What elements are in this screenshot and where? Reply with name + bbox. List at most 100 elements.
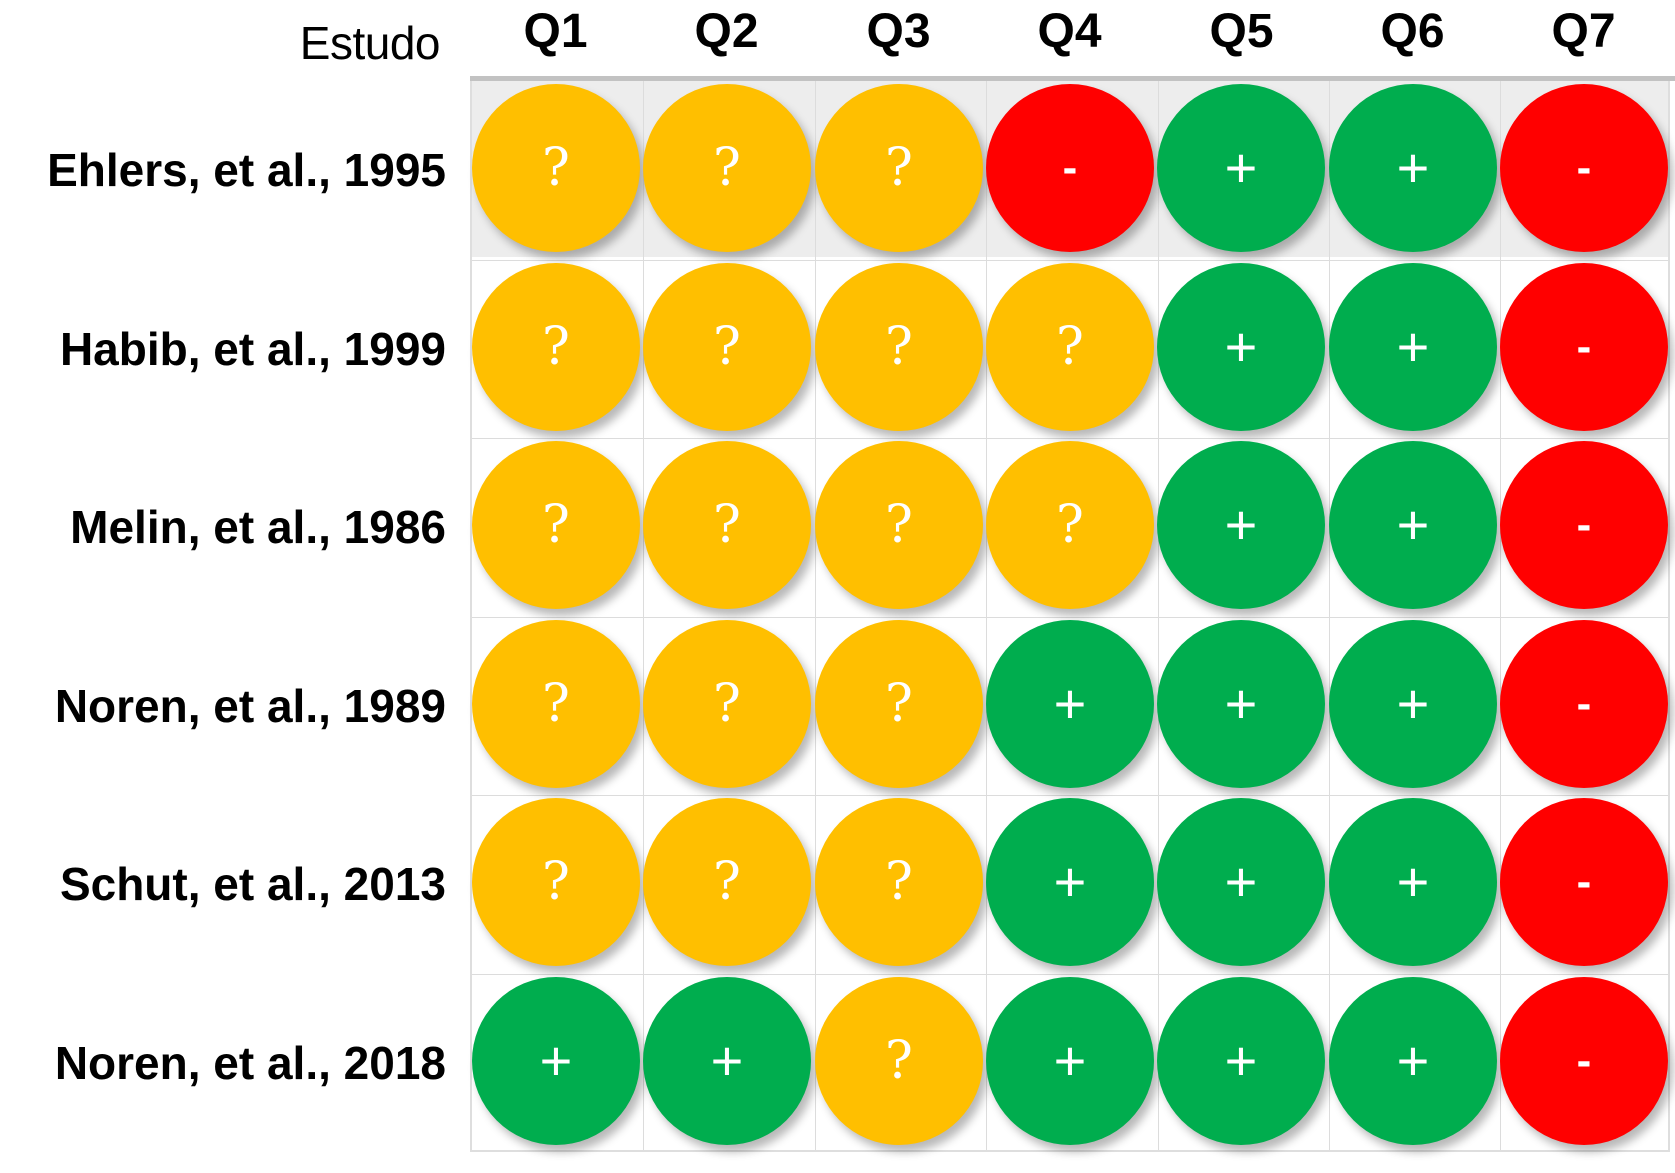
rating-symbol: ? — [542, 138, 570, 198]
rating-symbol: + — [1396, 1029, 1430, 1092]
rating-symbol: + — [539, 1029, 573, 1092]
column-header-q5: Q5 — [1209, 5, 1274, 58]
rating-symbol: ? — [713, 495, 741, 555]
column-header-q3: Q3 — [866, 5, 931, 58]
rating-symbol: ? — [713, 138, 741, 198]
rating-dot-unclear: ? — [815, 263, 983, 431]
rating-symbol: ? — [542, 852, 570, 912]
rating-symbol: + — [710, 1029, 744, 1092]
rating-dot-high: - — [1500, 441, 1668, 609]
rating-dot-low: + — [1157, 977, 1325, 1145]
rating-dot-low: + — [1157, 441, 1325, 609]
rating-symbol: ? — [1056, 317, 1084, 377]
row-header-label: Estudo — [299, 17, 441, 69]
rating-dot-low: + — [1157, 84, 1325, 252]
rating-dot-low: + — [1329, 263, 1497, 431]
rating-symbol: + — [1396, 672, 1430, 735]
rating-dot-unclear: ? — [472, 620, 640, 788]
rating-dot-unclear: ? — [472, 798, 640, 966]
rating-symbol: - — [1576, 1036, 1592, 1085]
rating-symbol: + — [1224, 1029, 1258, 1092]
rating-dot-low: + — [1157, 620, 1325, 788]
rating-symbol: ? — [542, 495, 570, 555]
rating-dot-unclear: ? — [472, 84, 640, 252]
rating-symbol: + — [1053, 850, 1087, 913]
rating-symbol: + — [1224, 850, 1258, 913]
rating-dot-unclear: ? — [643, 441, 811, 609]
rating-symbol: + — [1396, 315, 1430, 378]
column-header-q1: Q1 — [523, 5, 588, 58]
grid-vline — [1500, 81, 1501, 1150]
rating-symbol: ? — [713, 317, 741, 377]
rating-dot-unclear: ? — [986, 263, 1154, 431]
rating-dot-low: + — [1329, 798, 1497, 966]
top-rule — [470, 76, 1675, 81]
study-label: Schut, et al., 2013 — [59, 858, 446, 910]
rating-dot-low: + — [1329, 620, 1497, 788]
rating-dot-unclear: ? — [643, 263, 811, 431]
study-label: Noren, et al., 2018 — [54, 1037, 446, 1089]
rating-symbol: + — [1396, 136, 1430, 199]
grid-hline — [472, 438, 1668, 439]
rating-dot-high: - — [1500, 620, 1668, 788]
rating-dot-low: + — [1329, 84, 1497, 252]
grid-vline — [815, 81, 816, 1150]
grid-hline — [472, 260, 1668, 261]
rating-symbol: + — [1224, 672, 1258, 735]
rating-dot-low: + — [1157, 263, 1325, 431]
column-header-q7: Q7 — [1551, 5, 1616, 58]
rating-dot-high: - — [986, 84, 1154, 252]
rating-dot-high: - — [1500, 977, 1668, 1145]
rating-dot-unclear: ? — [815, 798, 983, 966]
rating-symbol: - — [1576, 857, 1592, 906]
rating-dot-low: + — [986, 798, 1154, 966]
rating-dot-low: + — [986, 620, 1154, 788]
rating-dot-unclear: ? — [643, 798, 811, 966]
rating-symbol: + — [1053, 672, 1087, 735]
grid-vline — [986, 81, 987, 1150]
rating-symbol: ? — [885, 1031, 913, 1091]
grid-vline — [643, 81, 644, 1150]
column-header-q4: Q4 — [1037, 5, 1102, 58]
rating-symbol: + — [1224, 493, 1258, 556]
rating-symbol: + — [1224, 315, 1258, 378]
rating-symbol: ? — [885, 495, 913, 555]
rating-dot-unclear: ? — [643, 84, 811, 252]
rating-dot-unclear: ? — [815, 84, 983, 252]
rating-symbol: ? — [885, 674, 913, 734]
rating-dot-unclear: ? — [815, 620, 983, 788]
rating-dot-low: + — [1157, 798, 1325, 966]
rating-dot-unclear: ? — [986, 441, 1154, 609]
study-label: Ehlers, et al., 1995 — [47, 144, 446, 196]
grid-hline — [472, 974, 1668, 975]
rating-dot-unclear: ? — [643, 620, 811, 788]
grid-hline — [472, 795, 1668, 796]
grid-hline — [472, 617, 1668, 618]
rating-dot-low: + — [472, 977, 640, 1145]
rating-dot-high: - — [1500, 263, 1668, 431]
study-label: Habib, et al., 1999 — [59, 323, 446, 375]
rating-symbol: - — [1062, 143, 1078, 192]
rating-symbol: + — [1053, 1029, 1087, 1092]
rating-symbol: + — [1396, 493, 1430, 556]
rating-symbol: ? — [713, 852, 741, 912]
rating-symbol: ? — [713, 674, 741, 734]
rating-symbol: ? — [885, 852, 913, 912]
rating-dot-unclear: ? — [815, 977, 983, 1145]
grid-vline — [1158, 81, 1159, 1150]
rating-dot-unclear: ? — [472, 441, 640, 609]
study-label: Noren, et al., 1989 — [54, 680, 446, 732]
column-header-q2: Q2 — [694, 5, 759, 58]
rating-symbol: ? — [885, 138, 913, 198]
study-label: Melin, et al., 1986 — [70, 501, 446, 553]
grid-vline — [1329, 81, 1330, 1150]
rating-dot-low: + — [1329, 441, 1497, 609]
rating-symbol: - — [1576, 143, 1592, 192]
rating-dot-low: + — [986, 977, 1154, 1145]
rating-symbol: ? — [542, 674, 570, 734]
rating-dot-unclear: ? — [815, 441, 983, 609]
rating-symbol: - — [1576, 322, 1592, 371]
rating-symbol: + — [1224, 136, 1258, 199]
column-header-q6: Q6 — [1380, 5, 1445, 58]
